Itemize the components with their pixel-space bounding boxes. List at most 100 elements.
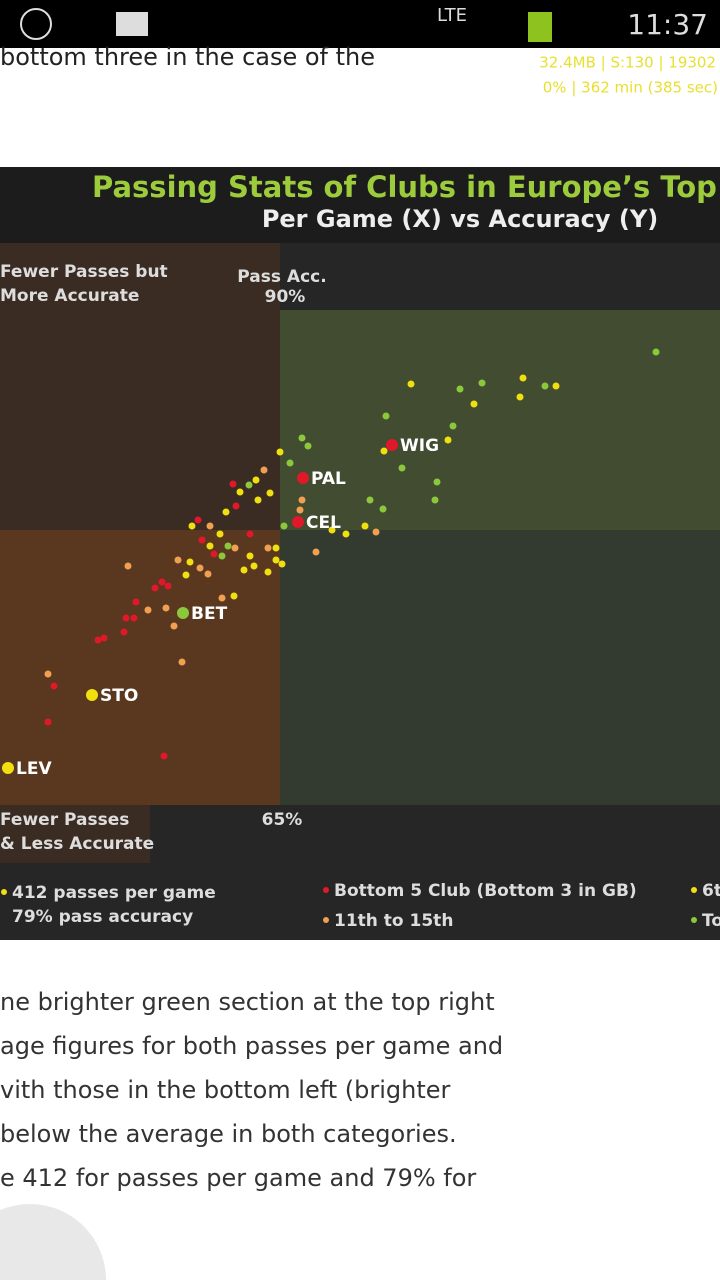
dot — [541, 382, 549, 390]
article-line: below the average in both categories. — [0, 1120, 457, 1148]
dot — [218, 552, 226, 560]
article-line: ne brighter green section at the top rig… — [0, 988, 495, 1016]
dot — [130, 614, 138, 622]
quadrant — [280, 310, 720, 530]
subtitle: Per Game (X) vs Accuracy (Y) — [262, 205, 658, 233]
dot — [158, 578, 166, 586]
club-dot — [177, 607, 189, 619]
dot — [162, 604, 170, 612]
legend-entry: Bottom 5 Club (Bottom 3 in GB) — [334, 881, 637, 901]
dot — [272, 556, 280, 564]
dot — [252, 476, 260, 484]
battery — [528, 12, 552, 42]
dot — [519, 374, 527, 382]
dot — [178, 658, 186, 666]
club-label: BET — [191, 604, 228, 624]
dot — [232, 502, 240, 510]
dot — [204, 570, 212, 578]
legend-dot — [323, 917, 329, 923]
debug-stats: 32.4MB | S:130 | 19302 — [539, 54, 716, 72]
axis-label: 90% — [265, 287, 306, 307]
dot — [94, 636, 102, 644]
dot — [431, 496, 439, 504]
dot — [182, 571, 190, 579]
dot — [342, 530, 350, 538]
network: LTE — [437, 5, 467, 26]
club-label: PAL — [311, 469, 346, 489]
dot — [240, 566, 248, 574]
dot — [210, 550, 218, 558]
dot — [151, 584, 159, 592]
dot — [206, 522, 214, 530]
dot — [298, 434, 306, 442]
dot — [516, 393, 524, 401]
dot — [44, 670, 52, 678]
article-line: e 412 for passes per game and 79% for — [0, 1164, 476, 1192]
dot — [236, 488, 244, 496]
dot — [246, 552, 254, 560]
club-dot — [86, 689, 98, 701]
dot — [266, 489, 274, 497]
dot — [456, 385, 464, 393]
dot — [196, 564, 204, 572]
article-body: ne brighter green section at the top rig… — [0, 988, 503, 1192]
dot — [124, 562, 132, 570]
dot — [206, 542, 214, 550]
dot — [328, 526, 336, 534]
article-text: bottom three in the case of the — [0, 43, 375, 71]
dots — [44, 348, 660, 760]
legend-entry: 11th to 15th — [334, 911, 453, 931]
infographic: Passing Stats of Clubs in Europe’s Top 5… — [0, 167, 720, 940]
clock: 11:37 — [627, 8, 708, 41]
quadrant — [280, 530, 720, 805]
club-label: STO — [100, 686, 138, 706]
average-text: 79% pass accuracy — [12, 907, 193, 927]
article-line: vith those in the bottom left (brighter — [0, 1076, 451, 1104]
dot — [160, 752, 168, 760]
dot — [164, 582, 172, 590]
dot — [380, 447, 388, 455]
mail-icon — [116, 12, 148, 36]
status-bar — [0, 0, 720, 48]
dot — [246, 530, 254, 538]
dot — [272, 544, 280, 552]
debug-stats: 0% | 362 min (385 sec) — [543, 79, 718, 97]
dot — [433, 478, 441, 486]
dot — [254, 496, 262, 504]
title-band — [0, 167, 720, 243]
dot — [407, 380, 415, 388]
dot — [264, 568, 272, 576]
club-dot — [2, 762, 14, 774]
dot — [229, 480, 237, 488]
average-text: 412 passes per game — [12, 883, 216, 903]
dot — [216, 530, 224, 538]
dot — [50, 682, 58, 690]
dot — [552, 382, 560, 390]
dot — [298, 496, 306, 504]
legend-dot — [691, 887, 697, 893]
dot — [361, 522, 369, 530]
club-label: CEL — [306, 513, 341, 533]
dot — [100, 634, 108, 642]
dot — [398, 464, 406, 472]
dot — [250, 562, 258, 570]
dot — [382, 412, 390, 420]
dot — [224, 542, 232, 550]
title: Passing Stats of Clubs in Europe’s Top 5… — [92, 170, 720, 204]
dot — [44, 718, 52, 726]
dot — [120, 628, 128, 636]
legend-entry: 6t — [702, 881, 720, 901]
dot — [188, 522, 196, 530]
quadrant — [0, 530, 280, 805]
legend-dot — [691, 917, 697, 923]
menu-icon[interactable] — [20, 8, 52, 40]
axis-label: 65% — [262, 810, 303, 830]
dot — [286, 459, 294, 467]
dot — [231, 544, 239, 552]
dot — [222, 508, 230, 516]
dot — [260, 466, 268, 474]
touch-watermark — [0, 1204, 106, 1280]
legend-dot — [1, 889, 7, 895]
quadrant — [0, 805, 150, 863]
